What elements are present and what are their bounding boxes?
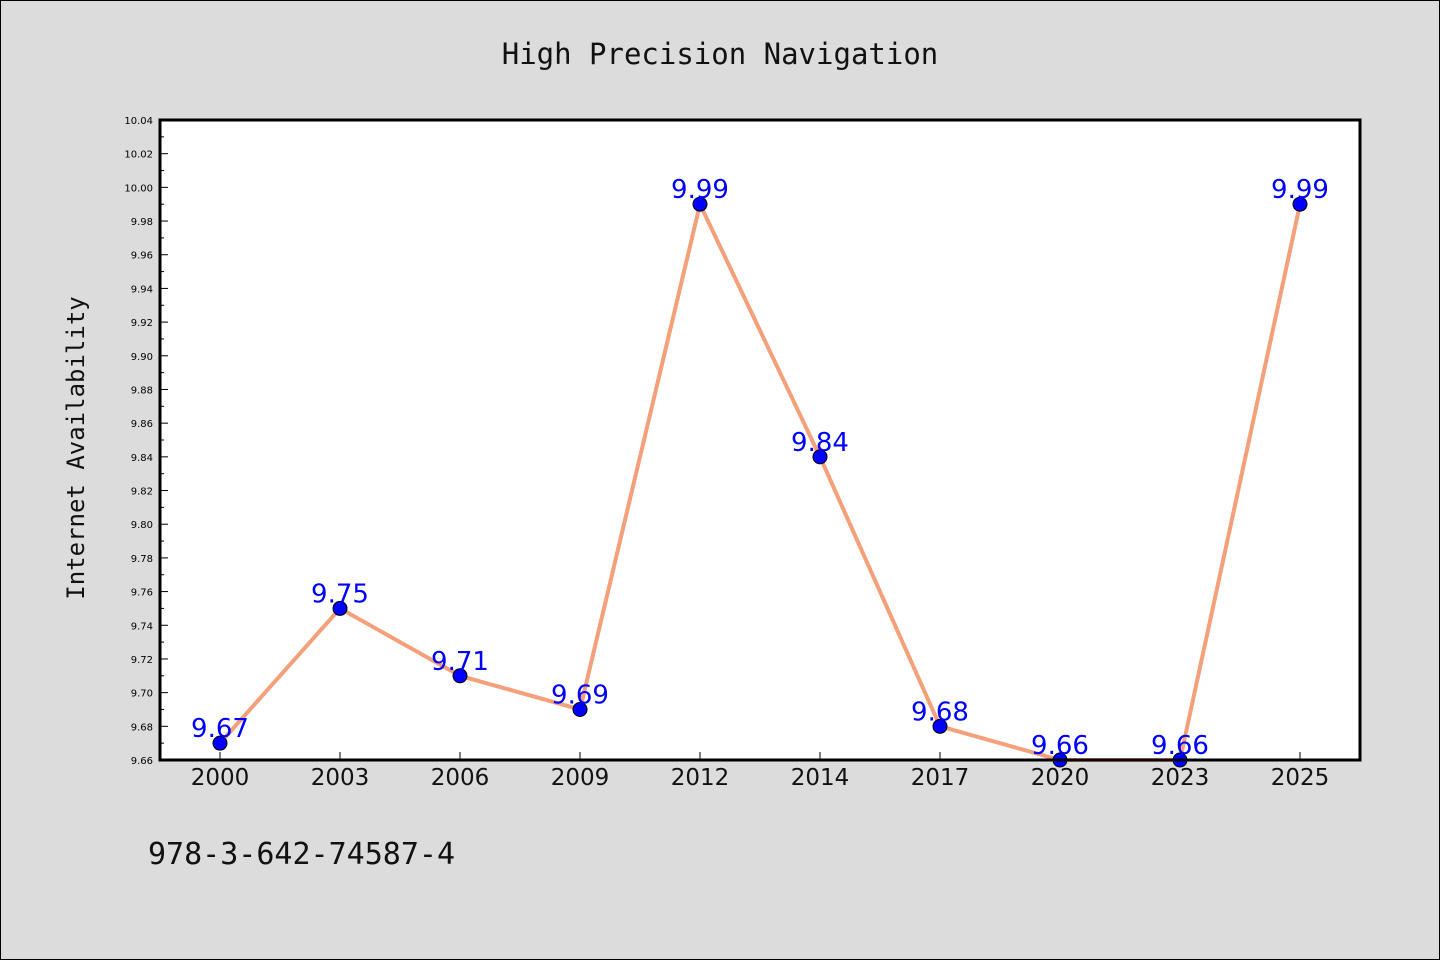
x-tick-label: 2020 (1031, 765, 1090, 791)
y-tick-label: 10.02 (124, 150, 153, 161)
data-point-marker (692, 196, 708, 212)
x-tick-label: 2009 (551, 765, 610, 791)
data-point-marker (332, 600, 348, 616)
data-label: 9.67 (191, 714, 249, 744)
plot-border (158, 118, 1362, 762)
x-tick-label: 2017 (911, 765, 970, 791)
y-axis-label: Internet Availability (62, 296, 90, 599)
y-tick-label: 9.84 (131, 453, 153, 464)
data-label: 9.75 (311, 579, 369, 609)
axis-ticks: 9.66 9.68 9.70 9.72 9.74 9.76 9.78 9.80 9.82 9.84… (124, 116, 1329, 791)
x-tick-label: 2014 (791, 765, 850, 791)
y-tick-label: 9.92 (131, 318, 153, 329)
y-tick-label: 9.70 (131, 689, 153, 700)
x-tick-label: 2025 (1271, 765, 1330, 791)
x-tick-label: 2012 (671, 765, 730, 791)
data-label: 9.69 (551, 680, 609, 710)
y-tick-label: 9.94 (131, 284, 153, 295)
y-tick-label: 9.66 (131, 756, 153, 767)
y-tick-label: 9.86 (131, 419, 153, 430)
y-tick-label: 9.82 (131, 487, 153, 498)
chart-title: High Precision Navigation (502, 37, 939, 71)
y-tick-label: 9.96 (131, 251, 153, 262)
data-label: 9.99 (671, 175, 729, 205)
data-point-marker (812, 449, 828, 465)
data-point-marker (452, 668, 468, 684)
data-point-marker (1292, 196, 1308, 212)
y-tick-label: 9.78 (131, 554, 153, 565)
data-label: 9.71 (431, 647, 489, 677)
y-tick-label: 9.98 (131, 217, 153, 228)
x-tick-label: 2003 (311, 765, 370, 791)
plot-area (160, 120, 1360, 760)
series-layer: 9.67 9.75 9.71 9.69 9.99 9.84 9.68 9.66 9.66 9.99 (191, 175, 1329, 768)
y-tick-label: 9.76 (131, 588, 153, 599)
x-tick-label: 2006 (431, 765, 490, 791)
y-tick-label: 9.74 (131, 621, 153, 632)
x-tick-label: 2000 (191, 765, 250, 791)
y-tick-label: 10.00 (124, 183, 153, 194)
data-label: 9.66 (1151, 731, 1209, 761)
x-tick-label: 2023 (1151, 765, 1210, 791)
y-tick-label: 9.90 (131, 352, 153, 363)
y-tick-label: 9.88 (131, 385, 153, 396)
y-tick-label: 9.72 (131, 655, 153, 666)
y-tick-label: 10.04 (124, 116, 153, 127)
data-label: 9.84 (791, 428, 849, 458)
data-point-marker (932, 718, 948, 734)
data-label: 9.68 (911, 697, 969, 727)
data-label: 9.66 (1031, 731, 1089, 761)
data-label: 9.99 (1271, 175, 1329, 205)
footer-isbn-text: 978-3-642-74587-4 (148, 837, 455, 872)
data-point-marker (212, 735, 228, 751)
y-tick-label: 9.80 (131, 520, 153, 531)
y-tick-label: 9.68 (131, 722, 153, 733)
data-point-marker (572, 701, 588, 717)
